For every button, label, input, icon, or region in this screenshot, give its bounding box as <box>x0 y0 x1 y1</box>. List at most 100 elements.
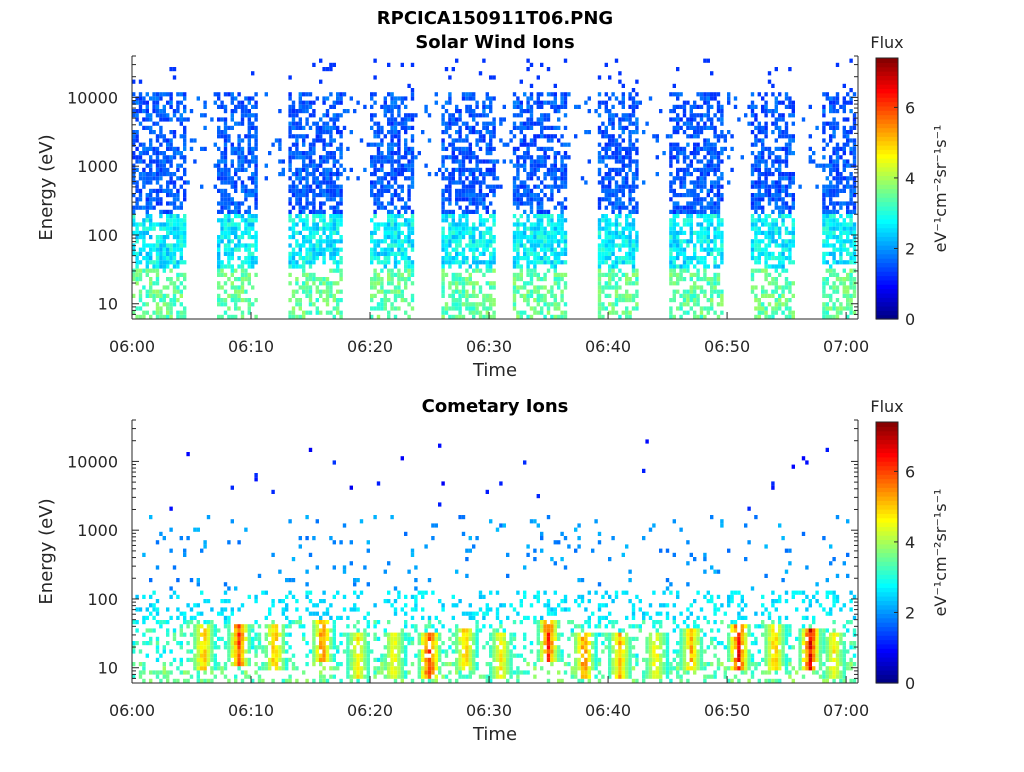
spectrogram-cell <box>377 155 380 159</box>
spectrogram-cell <box>533 260 536 264</box>
spectrogram-cell <box>486 193 489 197</box>
spectrogram-cell <box>703 231 706 235</box>
spectrogram-cell <box>146 180 149 184</box>
spectrogram-cell <box>316 306 319 310</box>
spectrogram-cell <box>598 222 601 226</box>
spectrogram-cell <box>482 138 485 142</box>
spectrogram-cell <box>700 248 703 252</box>
spectrogram-cell <box>183 134 186 138</box>
spectrogram-cell <box>227 235 230 239</box>
spectrogram-cell <box>248 222 251 226</box>
spectrogram-cell <box>550 264 553 268</box>
spectrogram-cell <box>475 306 478 310</box>
spectrogram-cell <box>758 155 761 159</box>
spectrogram-cell <box>832 189 835 193</box>
spectrogram-cell <box>696 235 699 239</box>
spectrogram-cell <box>336 206 339 210</box>
spectrogram-cell <box>302 285 305 289</box>
spectrogram-cell <box>771 151 774 155</box>
spectrogram-cell <box>836 109 839 113</box>
spectrogram-cell <box>472 243 475 247</box>
spectrogram-cell <box>173 264 176 268</box>
spectrogram-cell <box>554 315 557 319</box>
spectrogram-cell <box>135 197 138 201</box>
spectrogram-cell <box>761 126 764 130</box>
spectrogram-cell <box>724 134 727 138</box>
spectrogram-cell <box>404 143 407 147</box>
spectrogram-cell <box>520 256 523 260</box>
spectrogram-cell <box>764 222 767 226</box>
spectrogram-cell <box>530 197 533 201</box>
spectrogram-cell <box>407 197 410 201</box>
spectrogram-cell <box>475 197 478 201</box>
spectrogram-cell <box>333 172 336 176</box>
spectrogram-cell <box>778 159 781 163</box>
spectrogram-cell <box>669 235 672 239</box>
spectrogram-cell <box>146 218 149 222</box>
spectrogram-cell <box>404 277 407 281</box>
spectrogram-cell <box>826 277 829 281</box>
spectrogram-cell <box>309 172 312 176</box>
spectrogram-cell <box>397 214 400 218</box>
spectrogram-cell <box>632 113 635 117</box>
spectrogram-cell <box>679 126 682 130</box>
spectrogram-cell <box>475 210 478 214</box>
spectrogram-cell <box>608 176 611 180</box>
spectrogram-cell <box>370 294 373 298</box>
spectrogram-cell <box>302 176 305 180</box>
spectrogram-cell <box>754 269 757 273</box>
spectrogram-cell <box>452 67 455 71</box>
spectrogram-cell <box>452 227 455 231</box>
spectrogram-cell <box>826 311 829 315</box>
spectrogram-cell <box>132 151 135 155</box>
spectrogram-cell <box>183 159 186 163</box>
spectrogram-cell <box>554 92 557 96</box>
spectrogram-cell <box>373 256 376 260</box>
spectrogram-cell <box>611 113 614 117</box>
spectrogram-cell <box>299 96 302 100</box>
spectrogram-cell <box>384 290 387 294</box>
spectrogram-cell <box>533 143 536 147</box>
spectrogram-cell <box>455 59 458 63</box>
spectrogram-cell <box>462 185 465 189</box>
spectrogram-cell <box>220 168 223 172</box>
spectrogram-cell <box>465 214 468 218</box>
spectrogram-cell <box>516 168 519 172</box>
spectrogram-cell <box>149 168 152 172</box>
spectrogram-cell <box>540 311 543 315</box>
spectrogram-cell <box>826 227 829 231</box>
spectrogram-cell <box>316 277 319 281</box>
spectrogram-cell <box>305 218 308 222</box>
spectrogram-cell <box>387 273 390 277</box>
spectrogram-cell <box>526 101 529 105</box>
spectrogram-cell <box>319 155 322 159</box>
spectrogram-cell <box>761 206 764 210</box>
spectrogram-cell <box>611 92 614 96</box>
spectrogram-cell <box>486 243 489 247</box>
spectrogram-cell <box>401 222 404 226</box>
spectrogram-cell <box>836 273 839 277</box>
spectrogram-cell <box>826 294 829 298</box>
spectrogram-cell <box>853 92 856 96</box>
spectrogram-cell <box>526 151 529 155</box>
spectrogram-cell <box>598 130 601 134</box>
spectrogram-cell <box>557 126 560 130</box>
spectrogram-cell <box>846 201 849 205</box>
spectrogram-cell <box>326 281 329 285</box>
spectrogram-cell <box>183 117 186 121</box>
spectrogram-cell <box>394 117 397 121</box>
spectrogram-cell <box>547 134 550 138</box>
spectrogram-cell <box>710 298 713 302</box>
spectrogram-cell <box>173 252 176 256</box>
spectrogram-cell <box>713 235 716 239</box>
spectrogram-cell <box>458 134 461 138</box>
spectrogram-cell <box>560 210 563 214</box>
spectrogram-cell <box>822 315 825 319</box>
spectrogram-cell <box>829 218 832 222</box>
spectrogram-cell <box>173 298 176 302</box>
spectrogram-cell <box>686 193 689 197</box>
spectrogram-cell <box>156 193 159 197</box>
spectrogram-cell <box>173 193 176 197</box>
spectrogram-cell <box>380 269 383 273</box>
spectrogram-cell <box>618 315 621 319</box>
